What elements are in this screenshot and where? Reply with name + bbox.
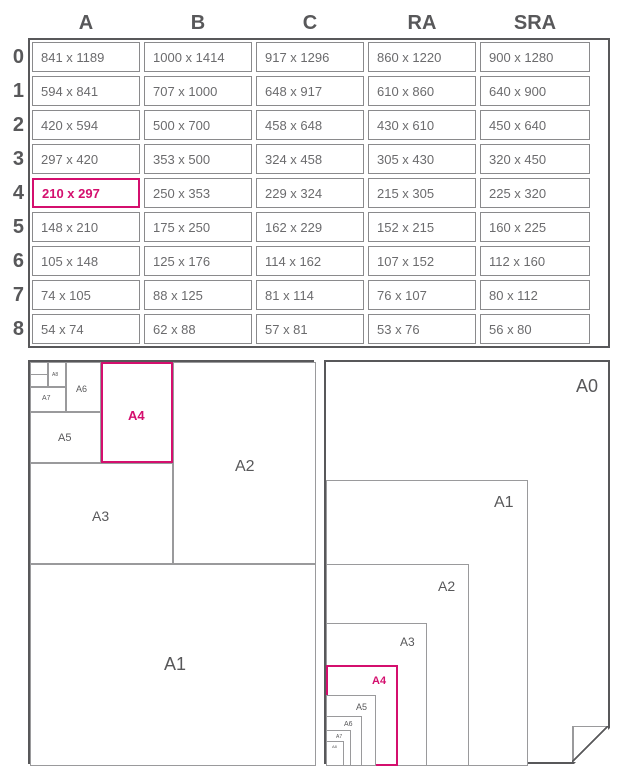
table-cell: 148 x 210 [32, 212, 140, 242]
table-cell: 112 x 160 [480, 246, 590, 276]
table-cell: 210 x 297 [32, 178, 140, 208]
table-cell: 500 x 700 [144, 110, 252, 140]
sheet-A3 [30, 463, 173, 564]
nested-sheets-diagram: A1A2A3A4A5A6A7A8 [28, 360, 314, 764]
sheet-A2 [173, 362, 316, 564]
row-index-0: 0 [6, 40, 24, 74]
table-cell: 458 x 648 [256, 110, 364, 140]
table-cell: 175 x 250 [144, 212, 252, 242]
table-cell: 297 x 420 [32, 144, 140, 174]
table-cell: 160 x 225 [480, 212, 590, 242]
table-row: 297 x 420353 x 500324 x 458305 x 430320 … [30, 142, 608, 176]
table-row: 420 x 594500 x 700458 x 648430 x 610450 … [30, 108, 608, 142]
table-cell: 125 x 176 [144, 246, 252, 276]
row-index-6: 6 [6, 244, 24, 278]
table-body: 841 x 11891000 x 1414917 x 1296860 x 122… [30, 40, 608, 346]
row-index-7: 7 [6, 278, 24, 312]
table-cell: 88 x 125 [144, 280, 252, 310]
table-cell: 640 x 900 [480, 76, 590, 106]
table-cell: 162 x 229 [256, 212, 364, 242]
sheet-sub [30, 374, 48, 387]
table-row: 148 x 210175 x 250162 x 229152 x 215160 … [30, 210, 608, 244]
table-cell: 860 x 1220 [368, 42, 476, 72]
table-cell: 56 x 80 [480, 314, 590, 344]
table-cell: 250 x 353 [144, 178, 252, 208]
table-cell: 53 x 76 [368, 314, 476, 344]
table-row: 210 x 297250 x 353229 x 324215 x 305225 … [30, 176, 608, 210]
column-header-c: C [254, 12, 366, 35]
sheet-A8 [48, 362, 66, 387]
sheet-A7 [30, 387, 66, 412]
table-cell: 80 x 112 [480, 280, 590, 310]
table-cell: 324 x 458 [256, 144, 364, 174]
table-cell: 420 x 594 [32, 110, 140, 140]
column-headers: ABCRASRA [30, 12, 608, 35]
table-cell: 1000 x 1414 [144, 42, 252, 72]
table-cell: 215 x 305 [368, 178, 476, 208]
row-index-3: 3 [6, 142, 24, 176]
table-cell: 353 x 500 [144, 144, 252, 174]
sheet-A1 [30, 564, 316, 766]
row-index-2: 2 [6, 108, 24, 142]
table-cell: 648 x 917 [256, 76, 364, 106]
table-cell: 594 x 841 [32, 76, 140, 106]
table-cell: 76 x 107 [368, 280, 476, 310]
table-cell: 610 x 860 [368, 76, 476, 106]
sheet-A8 [326, 741, 344, 766]
table-cell: 81 x 114 [256, 280, 364, 310]
table-row: 105 x 148125 x 176114 x 162107 x 152112 … [30, 244, 608, 278]
table-cell: 74 x 105 [32, 280, 140, 310]
column-header-ra: RA [366, 12, 478, 35]
table-cell: 114 x 162 [256, 246, 364, 276]
table-cell: 57 x 81 [256, 314, 364, 344]
diagrams-row: A1A2A3A4A5A6A7A8 A0A1A2A3A4A5A6A7A8 [28, 360, 610, 764]
sheet-label-A0: A0 [576, 376, 598, 397]
row-index-1: 1 [6, 74, 24, 108]
sheet-A6 [66, 362, 101, 412]
table-cell: 152 x 215 [368, 212, 476, 242]
overlap-sheets-diagram: A0A1A2A3A4A5A6A7A8 [324, 360, 610, 764]
sheet-A5 [30, 412, 101, 463]
row-indices: 012345678 [6, 40, 24, 346]
row-index-4: 4 [6, 176, 24, 210]
table-cell: 841 x 1189 [32, 42, 140, 72]
table-cell: 707 x 1000 [144, 76, 252, 106]
table-cell: 54 x 74 [32, 314, 140, 344]
row-index-8: 8 [6, 312, 24, 346]
table-cell: 225 x 320 [480, 178, 590, 208]
page-fold-diagonal [572, 726, 608, 762]
table-cell: 107 x 152 [368, 246, 476, 276]
table-cell: 430 x 610 [368, 110, 476, 140]
table-cell: 917 x 1296 [256, 42, 364, 72]
table-row: 54 x 7462 x 8857 x 8153 x 7656 x 80 [30, 312, 608, 346]
table-cell: 900 x 1280 [480, 42, 590, 72]
table-cell: 305 x 430 [368, 144, 476, 174]
table-cell: 62 x 88 [144, 314, 252, 344]
table-cell: 229 x 324 [256, 178, 364, 208]
paper-size-table: ABCRASRA 012345678 841 x 11891000 x 1414… [28, 38, 610, 348]
row-index-5: 5 [6, 210, 24, 244]
sheet-A4 [101, 362, 173, 463]
table-cell: 320 x 450 [480, 144, 590, 174]
column-header-b: B [142, 12, 254, 35]
table-cell: 450 x 640 [480, 110, 590, 140]
table-row: 594 x 841707 x 1000648 x 917610 x 860640… [30, 74, 608, 108]
table-cell: 105 x 148 [32, 246, 140, 276]
table-row: 74 x 10588 x 12581 x 11476 x 10780 x 112 [30, 278, 608, 312]
column-header-sra: SRA [478, 12, 592, 35]
table-row: 841 x 11891000 x 1414917 x 1296860 x 122… [30, 40, 608, 74]
column-header-a: A [30, 12, 142, 35]
